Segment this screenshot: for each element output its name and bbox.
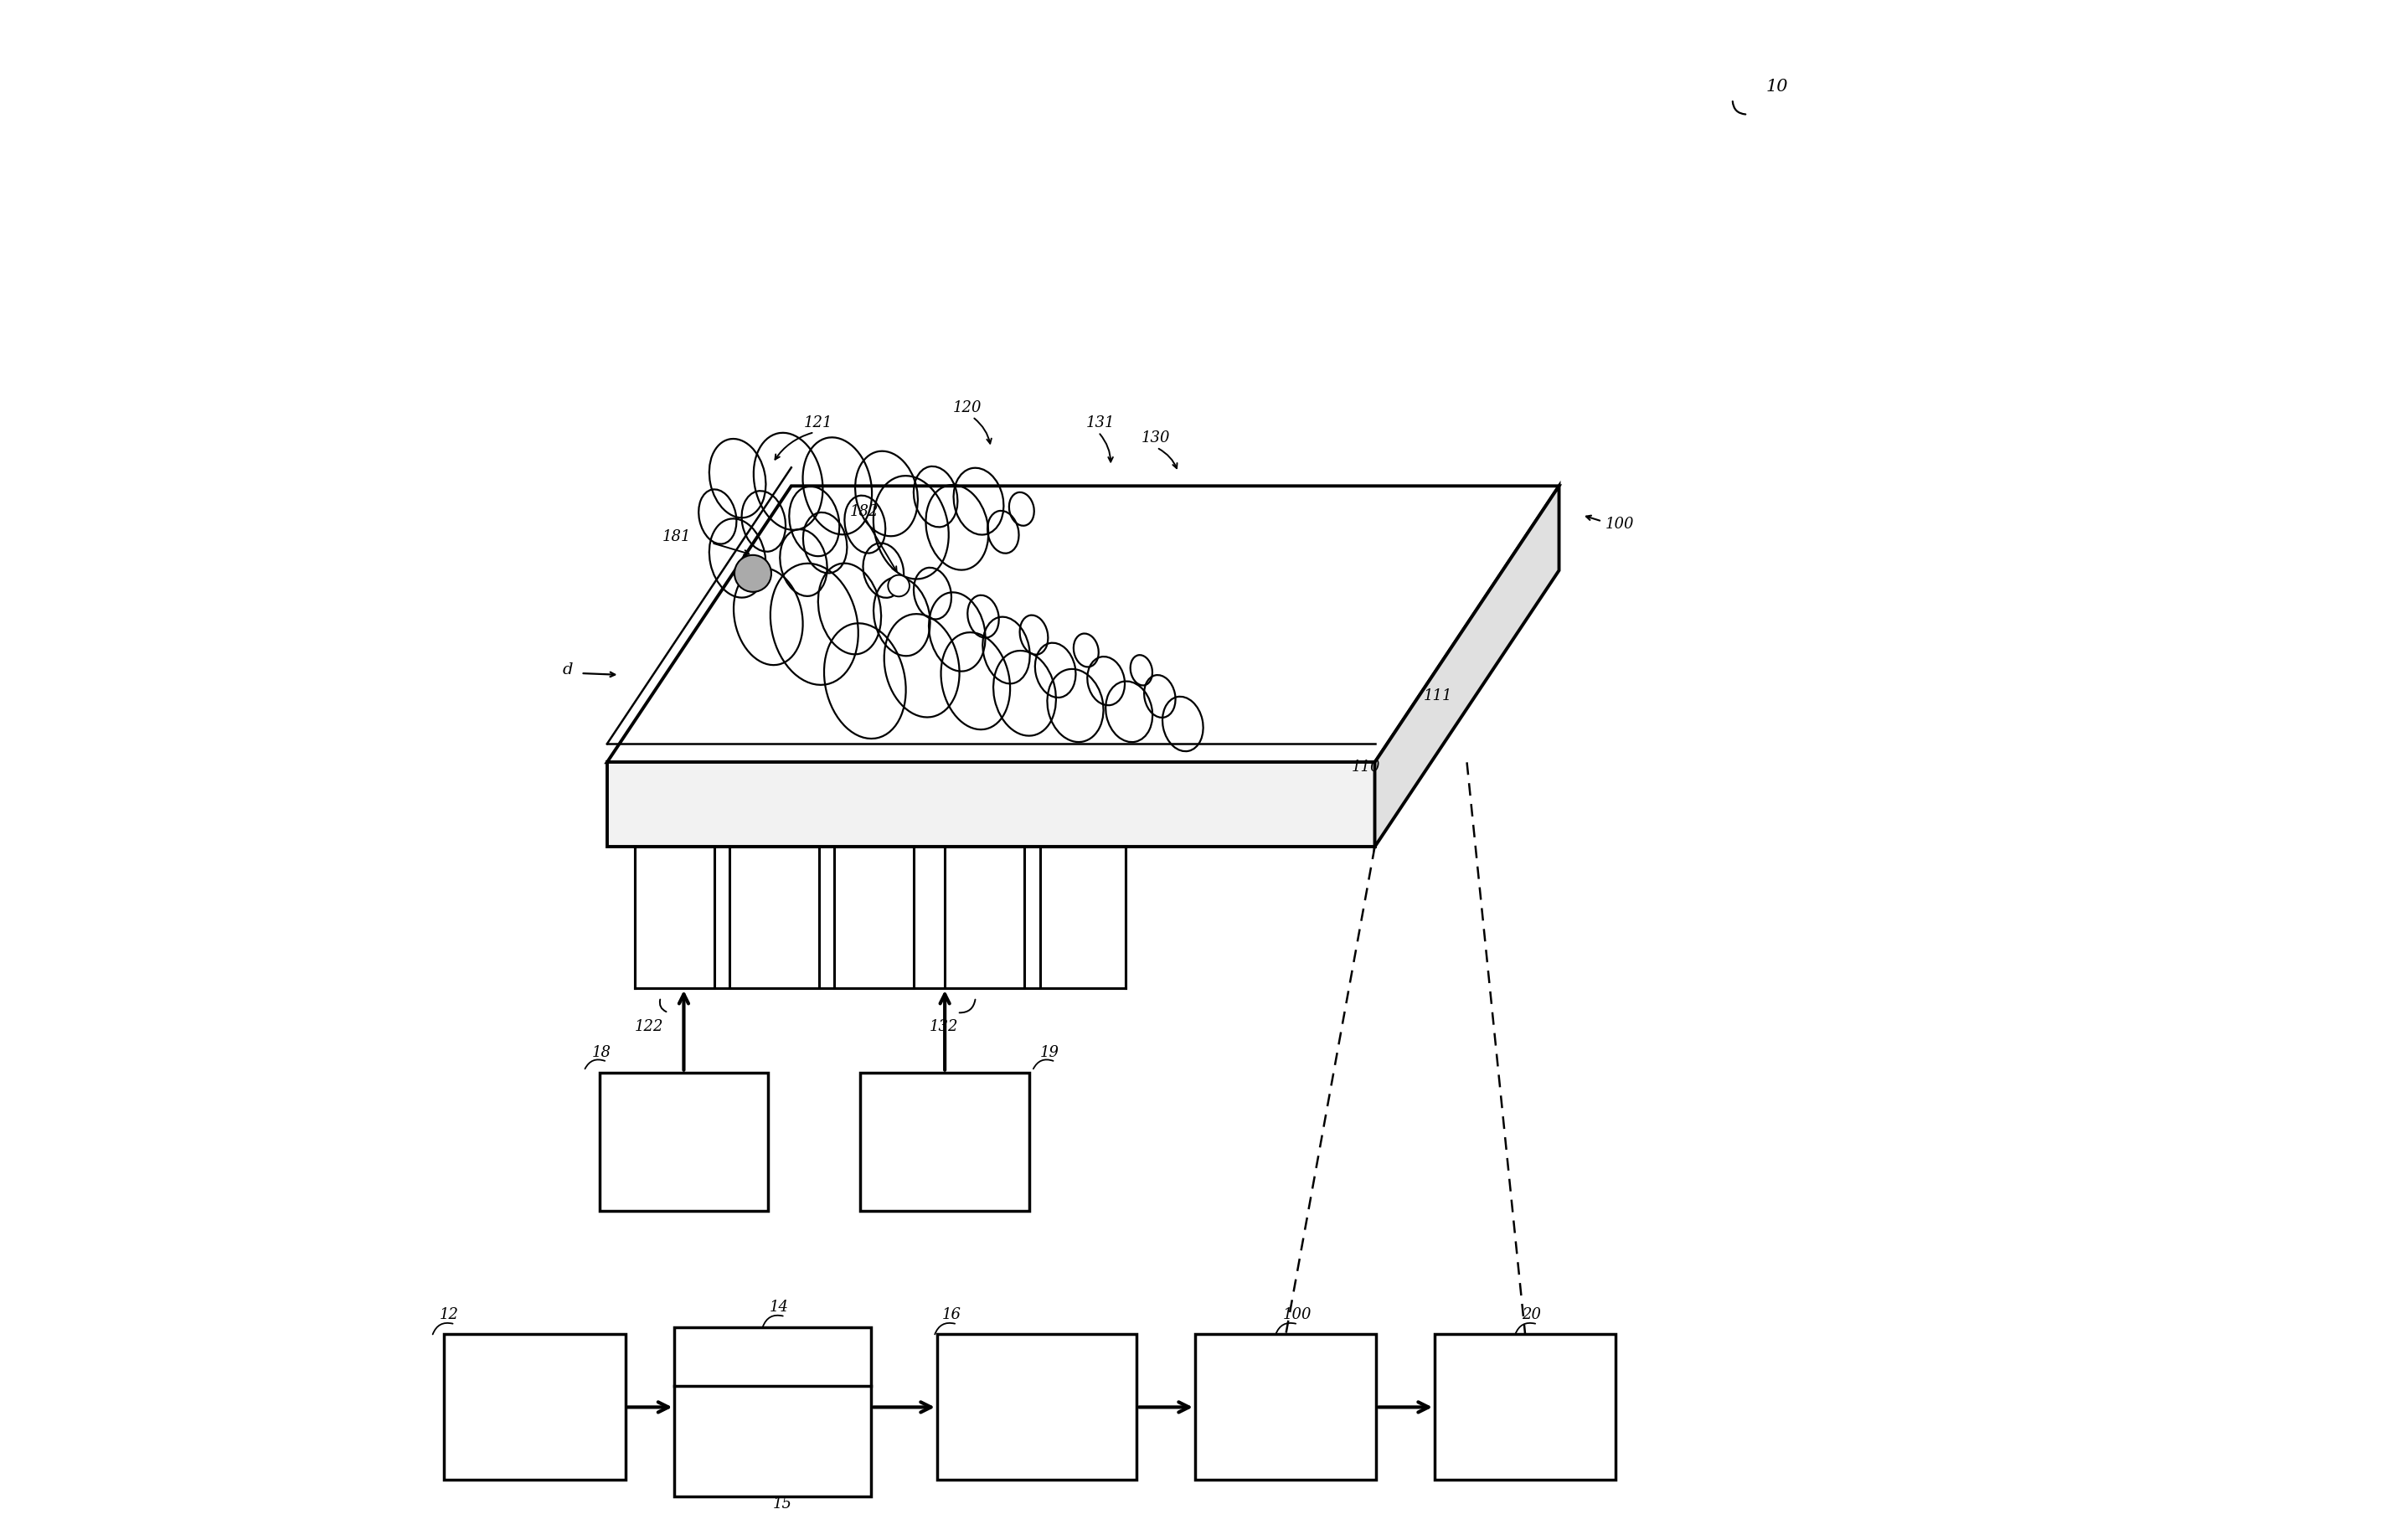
Circle shape xyxy=(888,574,910,596)
Text: ELECTRICAL
PULSE SOURCE: ELECTRICAL PULSE SOURCE xyxy=(983,1394,1090,1421)
Polygon shape xyxy=(1374,487,1560,847)
Polygon shape xyxy=(945,847,1024,989)
Text: 181: 181 xyxy=(662,530,690,544)
Text: 100: 100 xyxy=(1605,517,1633,531)
Text: FIRST
FLUID
SOURCE: FIRST FLUID SOURCE xyxy=(655,1120,712,1163)
Text: 130: 130 xyxy=(1140,431,1169,447)
Text: RECORDING
MEDIUM: RECORDING MEDIUM xyxy=(1483,1394,1567,1421)
Text: 111: 111 xyxy=(1424,688,1452,704)
Text: IMAGE
PROCESSING
UNIT: IMAGE PROCESSING UNIT xyxy=(731,1421,814,1461)
Text: SECOND
FLUID
SOURCE: SECOND FLUID SOURCE xyxy=(914,1120,974,1163)
Polygon shape xyxy=(607,762,1374,847)
Text: d: d xyxy=(562,662,574,678)
Text: 122: 122 xyxy=(636,1019,664,1033)
Polygon shape xyxy=(607,487,1560,762)
Text: 20: 20 xyxy=(1521,1307,1541,1323)
FancyBboxPatch shape xyxy=(938,1334,1136,1480)
FancyBboxPatch shape xyxy=(674,1327,871,1497)
Polygon shape xyxy=(833,847,914,989)
FancyBboxPatch shape xyxy=(860,1072,1029,1210)
FancyBboxPatch shape xyxy=(600,1072,769,1210)
Text: 120: 120 xyxy=(952,400,981,416)
Text: 182: 182 xyxy=(850,505,879,519)
Text: 14: 14 xyxy=(769,1300,788,1315)
Polygon shape xyxy=(636,847,714,989)
Text: 12: 12 xyxy=(440,1307,460,1323)
Text: 15: 15 xyxy=(774,1497,793,1511)
Text: 132: 132 xyxy=(929,1019,960,1033)
Text: 121: 121 xyxy=(802,416,833,431)
Text: 19: 19 xyxy=(1040,1046,1060,1060)
Text: 131: 131 xyxy=(1086,416,1114,431)
Text: 18: 18 xyxy=(590,1046,612,1060)
FancyBboxPatch shape xyxy=(1195,1334,1376,1480)
Text: 110: 110 xyxy=(1352,759,1381,775)
Text: 100: 100 xyxy=(1283,1307,1312,1323)
Polygon shape xyxy=(731,847,819,989)
Text: 10: 10 xyxy=(1767,79,1788,95)
FancyBboxPatch shape xyxy=(1436,1334,1617,1480)
Text: INK JET
PRINTHEAD: INK JET PRINTHEAD xyxy=(1245,1394,1326,1421)
FancyBboxPatch shape xyxy=(445,1334,626,1480)
Text: IMAGE DATA
SOURCE: IMAGE DATA SOURCE xyxy=(490,1394,579,1421)
Circle shape xyxy=(733,554,771,591)
Text: 16: 16 xyxy=(943,1307,962,1323)
Text: CONTROLLER: CONTROLLER xyxy=(729,1352,817,1364)
Polygon shape xyxy=(1040,847,1126,989)
